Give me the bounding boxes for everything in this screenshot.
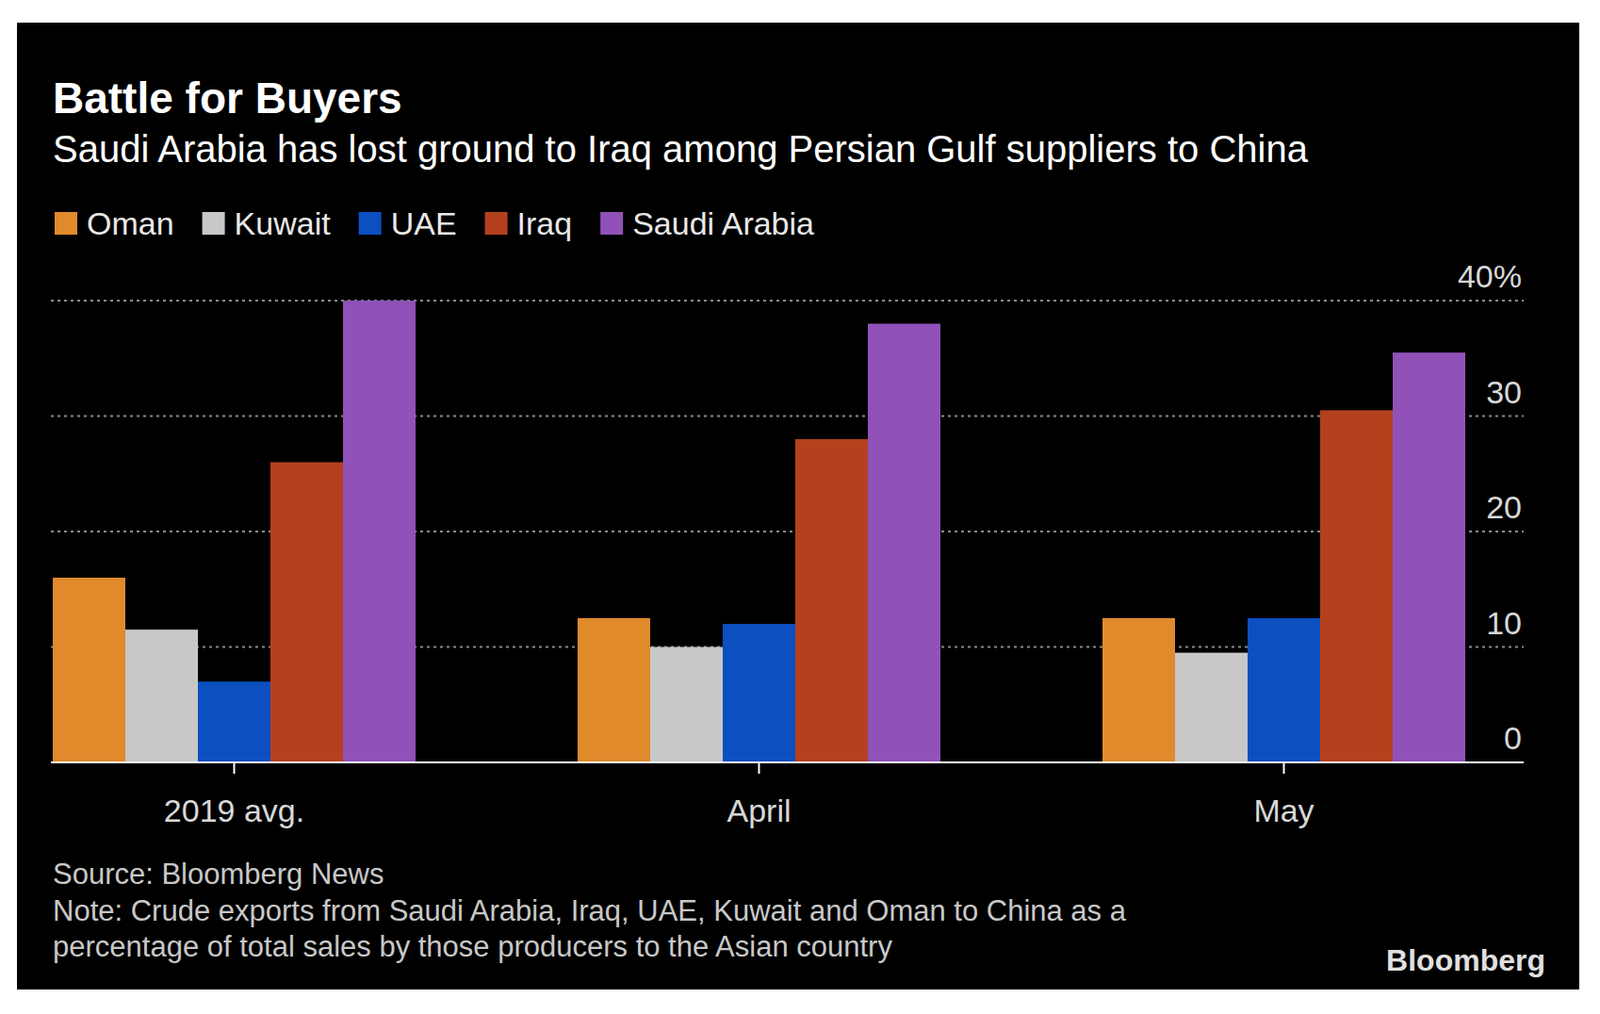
note: percentage of total sales by those produ…	[52, 930, 893, 964]
y-tick-label: 0	[1503, 719, 1522, 756]
source: Source: Bloomberg News	[52, 857, 385, 891]
subtitle: Saudi Arabia has lost ground to Iraq amo…	[52, 128, 1309, 170]
bar	[1392, 352, 1466, 763]
bar	[342, 300, 416, 763]
page-background	[0, 0, 1600, 1014]
grid-line	[50, 762, 1524, 764]
bar	[722, 623, 796, 763]
y-tick-label: 30	[1485, 374, 1522, 410]
chart-background	[16, 22, 1580, 990]
x-tick	[758, 762, 761, 774]
bar	[867, 324, 941, 764]
bar	[52, 577, 126, 763]
x-tick-label: May	[1253, 792, 1314, 829]
legend-label: UAE	[391, 205, 458, 242]
legend-item: Saudi Arabia	[600, 205, 815, 242]
legend-swatch	[202, 212, 226, 235]
x-tick	[1283, 762, 1286, 774]
legend-item: Iraq	[485, 205, 573, 242]
legend-label: Kuwait	[234, 205, 332, 242]
bar	[197, 681, 271, 763]
legend-swatch	[600, 212, 623, 235]
chart: Battle for Buyers Saudi Arabia has lost g…	[0, 0, 1600, 1014]
legend-label: Iraq	[517, 205, 573, 242]
legend-label: Oman	[86, 205, 175, 242]
grid-line	[50, 415, 1524, 418]
bars	[52, 300, 1466, 763]
bar	[650, 647, 723, 764]
y-tick-label: 10	[1485, 604, 1522, 641]
bar	[1102, 618, 1176, 763]
bar	[1247, 618, 1321, 763]
bar	[795, 439, 868, 763]
legend-swatch	[485, 212, 508, 235]
x-tick	[233, 762, 236, 774]
title: Battle for Buyers	[52, 73, 403, 123]
legend-swatch	[54, 212, 78, 235]
legend-label: Saudi Arabia	[632, 205, 815, 242]
note: Note: Crude exports from Saudi Arabia, I…	[52, 894, 1127, 928]
y-tick-label: 20	[1485, 489, 1522, 525]
legend-swatch	[359, 212, 382, 235]
x-tick-label: 2019 avg.	[163, 792, 305, 829]
bar	[1320, 409, 1393, 763]
bar	[577, 618, 651, 763]
bar	[1175, 653, 1248, 763]
bar	[125, 629, 198, 763]
legend-item: Oman	[54, 205, 175, 242]
grid-line	[50, 299, 1524, 302]
legend-item: Kuwait	[202, 205, 332, 242]
bar	[270, 462, 343, 764]
x-axis	[50, 761, 1524, 764]
y-tick-label: 40%	[1457, 258, 1522, 294]
x-tick-label: April	[726, 792, 791, 829]
legend-item: UAE	[359, 205, 458, 242]
credit: Bloomberg	[1386, 943, 1546, 978]
